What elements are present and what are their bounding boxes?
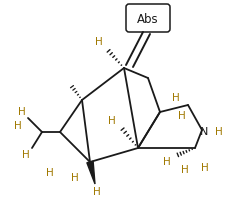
- Text: H: H: [14, 121, 22, 131]
- Polygon shape: [87, 161, 95, 184]
- Text: H: H: [95, 37, 103, 47]
- Text: H: H: [215, 127, 223, 137]
- Text: Abs: Abs: [137, 13, 159, 25]
- Text: H: H: [93, 187, 101, 197]
- Text: H: H: [71, 173, 79, 183]
- Text: H: H: [163, 157, 171, 167]
- Text: H: H: [22, 150, 30, 160]
- Text: N: N: [200, 127, 208, 137]
- FancyBboxPatch shape: [126, 4, 170, 32]
- Text: H: H: [46, 168, 54, 178]
- Text: H: H: [201, 163, 209, 173]
- Text: H: H: [108, 116, 116, 126]
- Text: H: H: [18, 107, 26, 117]
- Text: H: H: [181, 165, 189, 175]
- Text: H: H: [172, 93, 180, 103]
- Text: H: H: [178, 111, 186, 121]
